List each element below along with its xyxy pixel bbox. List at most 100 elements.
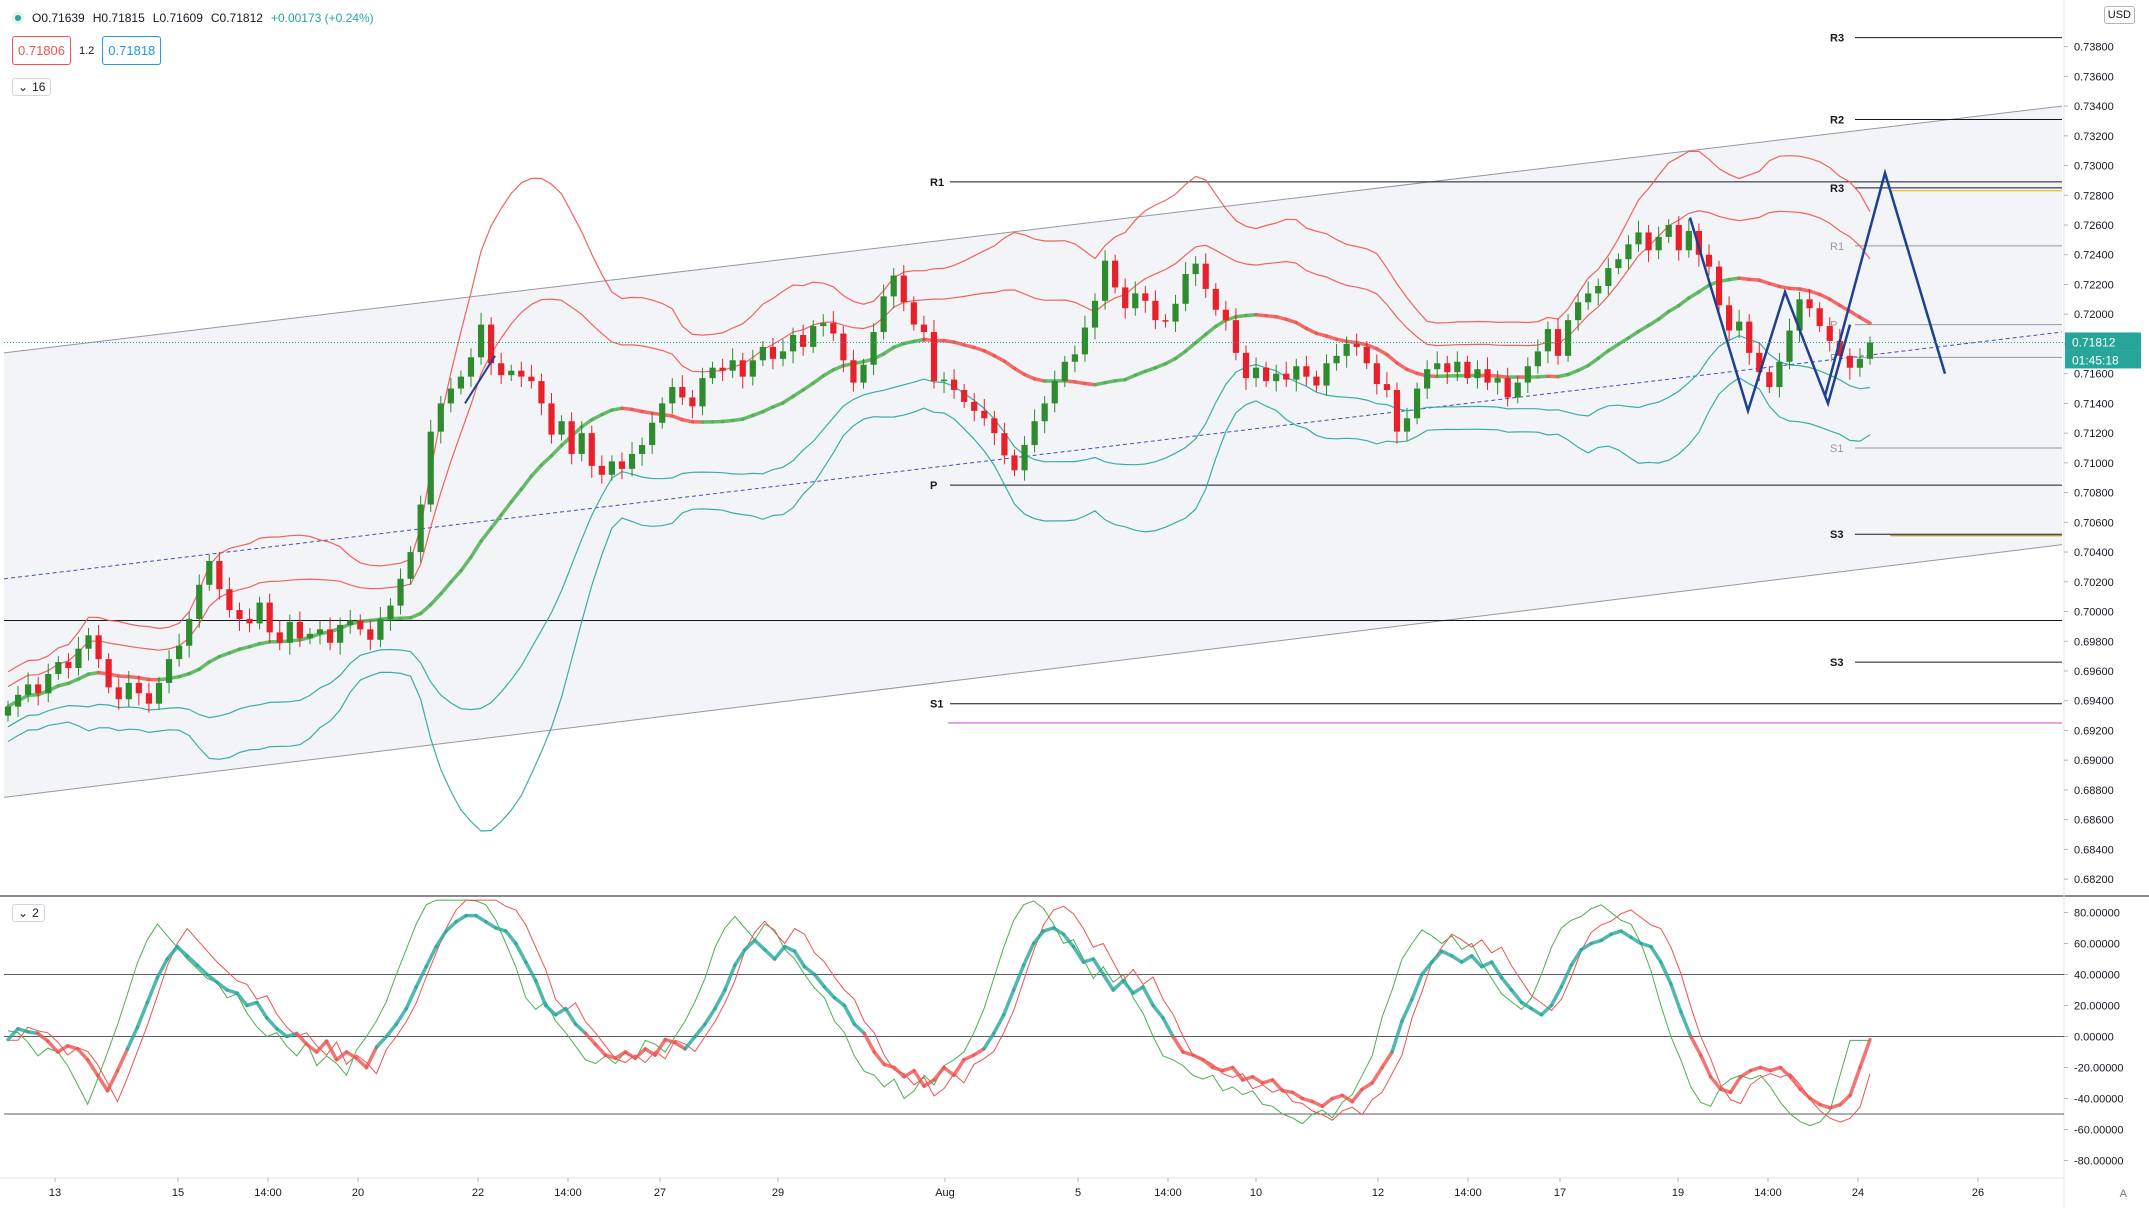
oscillator-main-segment: [295, 1031, 309, 1046]
price-axis-label: 0.69600: [2074, 666, 2114, 678]
candle-body: [1051, 381, 1058, 404]
candle-body: [35, 684, 42, 694]
candle-body: [1222, 309, 1229, 321]
candle-body: [1393, 390, 1401, 432]
candle-body: [1323, 363, 1330, 386]
oscillator-main-segment: [434, 929, 448, 949]
pivot-level-label: P: [1830, 320, 1837, 332]
candle-body: [1242, 352, 1250, 379]
currency-badge[interactable]: USD: [2103, 6, 2135, 24]
pivot-level-label: P: [1830, 352, 1837, 364]
channel-fill: [4, 106, 2062, 798]
candle-body: [1434, 363, 1441, 370]
moving-average-segment: [66, 677, 81, 686]
candle-body: [1313, 376, 1320, 386]
candle-body: [14, 694, 22, 707]
countdown-bg: [2065, 350, 2141, 369]
candle-body: [1444, 363, 1451, 373]
oscillator-main-segment: [1001, 988, 1016, 1017]
candle-body: [4, 706, 12, 716]
moving-average-segment: [1646, 317, 1661, 328]
projection-pattern-line: [1823, 168, 1947, 397]
candle-body: [558, 421, 565, 435]
sell-button[interactable]: 0.71806: [12, 36, 71, 65]
candle-body: [1403, 418, 1411, 432]
candle-body: [1353, 343, 1360, 347]
moving-average-segment: [982, 349, 997, 358]
oscillator-main-segment: [135, 1000, 150, 1029]
oscillator-main-segment: [842, 1003, 857, 1026]
candle-body: [1786, 330, 1793, 362]
oscillator-axis-label: 40.00000: [2074, 970, 2120, 982]
oscillator-main-segment: [1151, 1003, 1165, 1020]
oscillator-main-segment: [474, 913, 488, 924]
candle-body: [326, 629, 334, 643]
candle-body: [246, 618, 253, 624]
price-axis-label: 0.72600: [2074, 220, 2114, 232]
candle-body: [930, 332, 938, 382]
candle-body: [477, 324, 485, 358]
candle-body: [508, 370, 515, 376]
main-indicators-toggle[interactable]: ⌄ 16: [12, 78, 52, 96]
auto-scale-button[interactable]: A: [2119, 1188, 2127, 1200]
time-axis-label: 27: [654, 1187, 666, 1199]
oscillator-main-segment: [1400, 997, 1414, 1023]
candle-body: [840, 333, 847, 361]
price-axis-label: 0.69200: [2074, 725, 2114, 737]
oscillator-main-segment: [1270, 1078, 1285, 1093]
price-axis-label: 0.68800: [2074, 785, 2114, 797]
price-axis-label: 0.72000: [2074, 309, 2114, 321]
candle-body: [1363, 346, 1370, 364]
buy-button[interactable]: 0.71818: [102, 36, 162, 65]
oscillator-main-segment: [1380, 1050, 1394, 1070]
oscillator-main-segment: [1410, 972, 1424, 1002]
candle-body: [1544, 329, 1552, 352]
moving-average-segment: [1304, 326, 1319, 336]
moving-average-segment: [1284, 317, 1299, 325]
oscillator-main-segment: [414, 965, 428, 989]
candle-body: [165, 659, 173, 683]
oscillator-main-segment: [195, 963, 209, 977]
candle-body: [407, 552, 414, 579]
candle-body: [437, 403, 444, 432]
pivot-level-label: R1: [930, 177, 944, 189]
time-axis-label: 19: [1672, 1187, 1684, 1199]
candle-body: [1152, 300, 1159, 321]
moving-average-segment: [992, 354, 1007, 363]
oscillator-axis-label: 80.00000: [2074, 908, 2120, 920]
candle-body: [1655, 236, 1662, 251]
oscillator-main-segment: [553, 1006, 568, 1017]
candle-body: [719, 367, 726, 371]
oscillator-main-segment: [733, 947, 747, 967]
candle-body: [347, 620, 354, 625]
candle-body: [961, 390, 968, 402]
oscillator-main-segment: [643, 1047, 657, 1057]
oscillator-main-segment: [613, 1050, 628, 1060]
oscillator-main-segment: [1708, 1075, 1723, 1091]
candle-body: [296, 621, 303, 639]
oscillator-main-segment: [992, 1013, 1006, 1036]
moving-average-segment: [499, 500, 513, 517]
candle-body: [870, 332, 877, 365]
candle-body: [850, 360, 857, 383]
oscillator-main-segment: [1469, 954, 1484, 969]
candle-body: [65, 662, 72, 669]
candle-body: [800, 335, 807, 347]
time-axis-label: 24: [1852, 1187, 1864, 1199]
oscillator-main-segment: [1141, 985, 1155, 1008]
ohlc-change: +0.00173 (+0.24%): [270, 11, 374, 25]
oscillator-main-segment: [105, 1068, 120, 1093]
oscillator-main-segment: [145, 975, 160, 1005]
oscillator-main-segment: [1201, 1058, 1215, 1070]
candle-body: [206, 560, 213, 585]
oscillator-main-segment: [822, 985, 837, 1000]
time-axis-label: 20: [352, 1187, 364, 1199]
candle-body: [45, 673, 52, 694]
candle-body: [1615, 259, 1622, 269]
candle-body: [367, 629, 374, 640]
oscillator-main-segment: [524, 960, 538, 983]
candle-body: [1756, 352, 1763, 373]
oscillator-indicators-toggle[interactable]: ⌄ 2: [12, 904, 45, 922]
moving-average-segment: [76, 672, 91, 681]
